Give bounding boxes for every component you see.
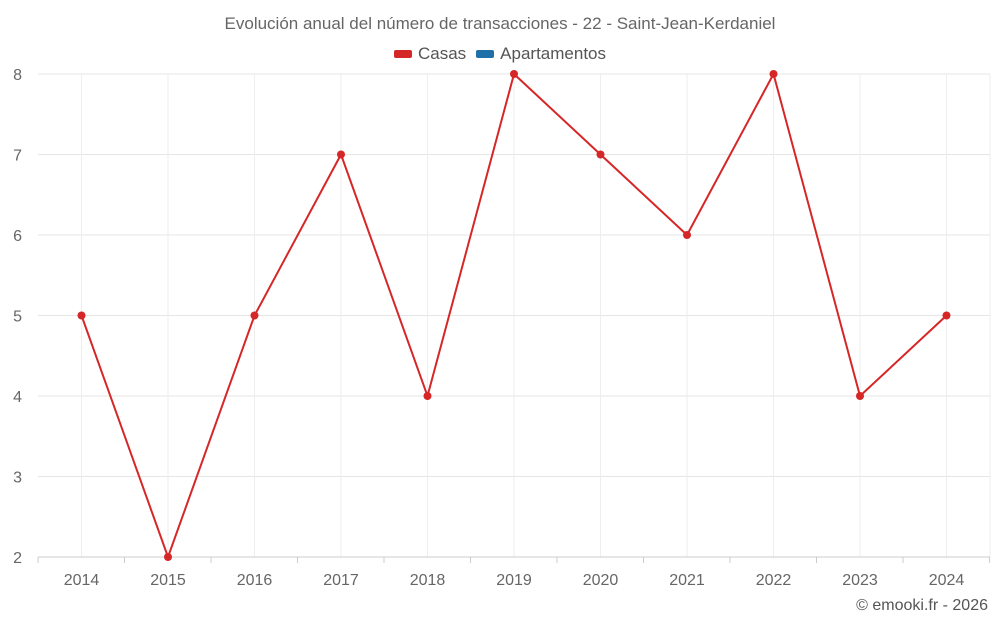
data-point: [337, 150, 345, 159]
credit-text: © emooki.fr - 2026: [856, 597, 988, 614]
y-tick-label: 3: [13, 470, 22, 487]
x-tick-label: 2020: [583, 572, 619, 589]
data-point: [423, 392, 432, 400]
data-point: [250, 311, 259, 320]
y-tick-label: 8: [13, 67, 22, 84]
y-tick-label: 7: [13, 148, 22, 165]
y-tick-label: 5: [13, 309, 22, 326]
data-point: [856, 392, 864, 400]
data-point: [769, 70, 778, 78]
data-point: [510, 70, 518, 78]
data-point: [77, 311, 86, 320]
data-point: [164, 553, 172, 561]
y-tick-label: 2: [13, 550, 22, 567]
x-tick-label: 2022: [756, 572, 792, 589]
legend: Casas Apartamentos: [0, 44, 1000, 64]
y-tick-label: 4: [13, 389, 22, 406]
legend-label-casas: Casas: [417, 44, 467, 63]
legend-swatch-apartamentos: [476, 50, 495, 58]
data-point: [596, 150, 605, 159]
legend-label-apartamentos: Apartamentos: [500, 44, 607, 63]
x-tick-label: 2015: [150, 572, 186, 589]
legend-item-casas[interactable]: Casas: [393, 44, 467, 64]
x-tick-label: 2014: [64, 572, 100, 589]
data-point: [683, 231, 691, 239]
data-point: [942, 311, 951, 320]
x-tick-label: 2024: [929, 572, 965, 589]
x-tick-label: 2021: [669, 572, 705, 589]
legend-item-apartamentos[interactable]: Apartamentos: [476, 44, 606, 64]
x-tick-label: 2016: [237, 572, 273, 589]
chart-title: Evolución anual del número de transaccio…: [224, 14, 776, 33]
y-tick-label: 6: [13, 228, 22, 245]
x-tick-label: 2023: [842, 572, 878, 589]
x-tick-label: 2019: [496, 572, 532, 589]
legend-swatch-casas: [393, 50, 412, 58]
x-tick-label: 2017: [323, 572, 359, 589]
x-tick-label: 2018: [410, 572, 446, 589]
